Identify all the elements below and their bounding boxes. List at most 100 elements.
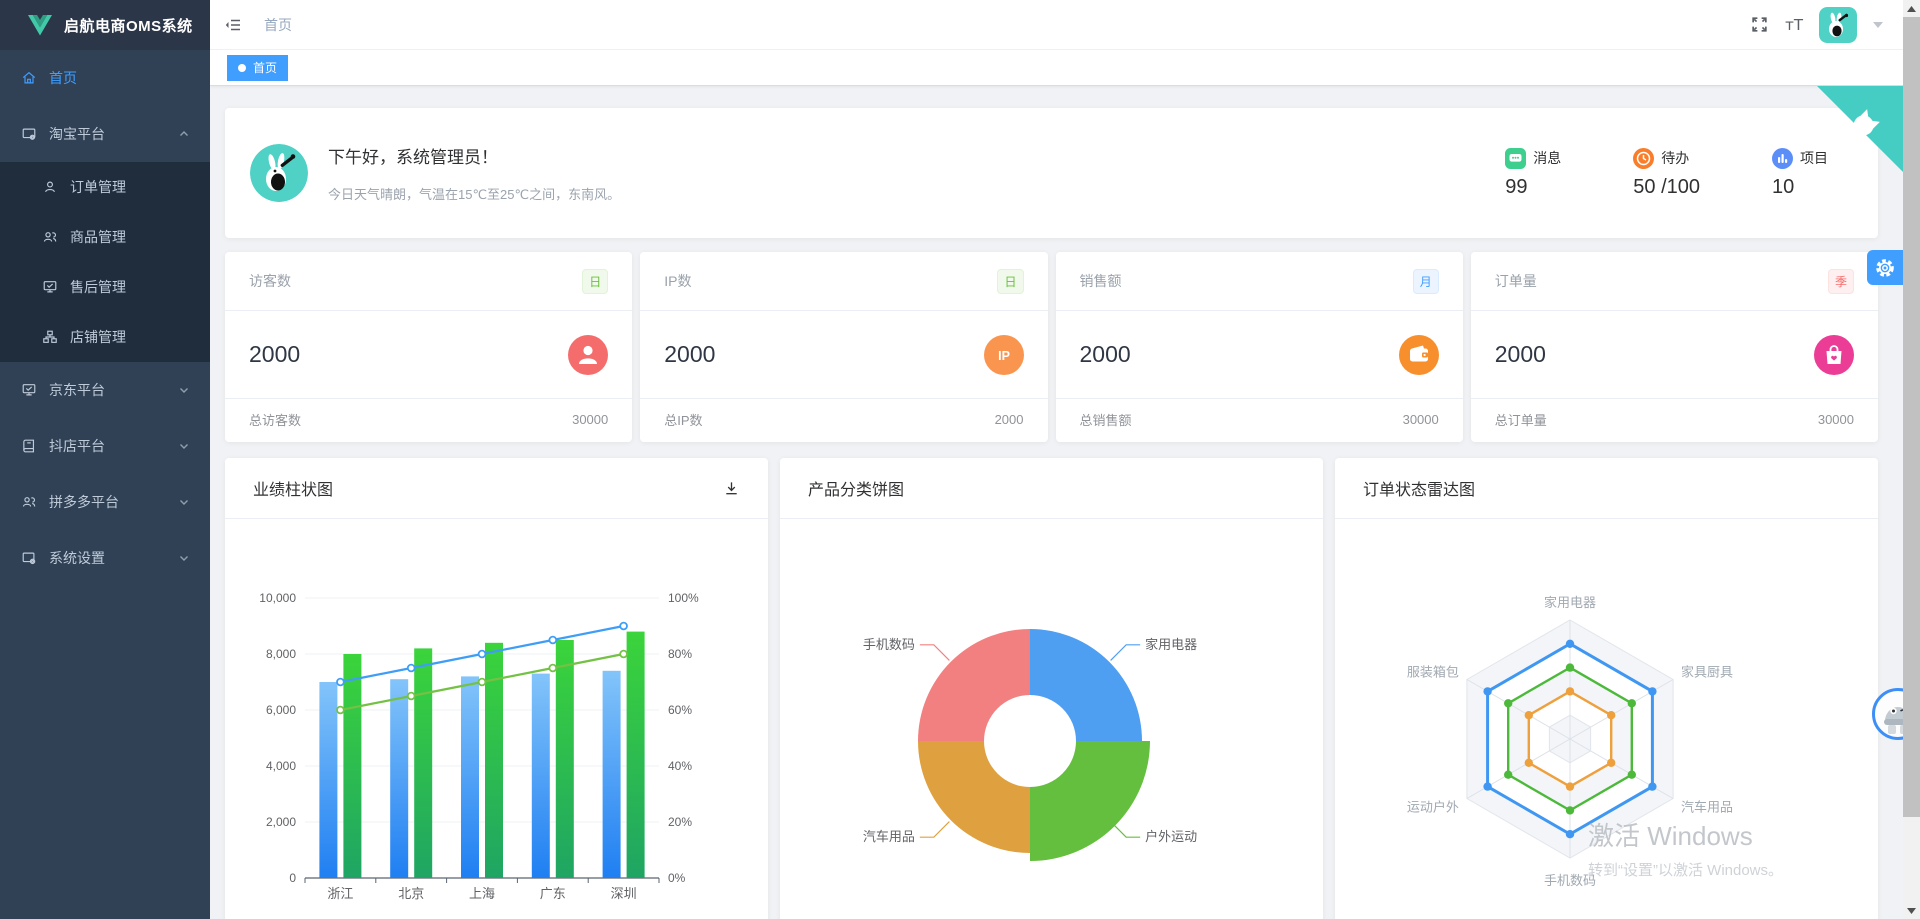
stat-value: 50 /100	[1633, 175, 1700, 198]
sidebar: 启航电商OMS系统 首页 淘宝平台 订单管理 商品管理 售后管理	[0, 0, 210, 919]
radar-chart[interactable]: 家用电器 家具厨具 汽车用品 手机数码 运动户外 服装箱包	[1335, 519, 1878, 919]
sidebar-collapse-button[interactable]	[210, 0, 256, 49]
stat-card-value: 2000	[249, 341, 301, 367]
scroll-down-arrow[interactable]	[1903, 902, 1920, 919]
app-logo-bar: 启航电商OMS系统	[0, 0, 210, 50]
gear-icon	[1876, 258, 1894, 277]
sidebar-item-jd[interactable]: 京东平台	[0, 362, 210, 418]
stat-card-footer-label: 总访客数	[249, 413, 302, 428]
stat-card-footer-value: 30000	[1402, 412, 1439, 427]
chart-cards-row: 业绩柱状图 0 0% 2,000 20% 4,000 40% 6,000 60% 8,000 80…	[225, 458, 1878, 919]
stat-messages: 消息 99	[1505, 147, 1562, 199]
stat-label: 消息	[1533, 150, 1562, 166]
pie-chart[interactable]: 家用电器 户外运动 汽车用品 手机数码	[780, 519, 1323, 919]
sidebar-item-label: 店铺管理	[70, 329, 126, 345]
stat-card-title: 访客数	[249, 273, 291, 289]
user-icon	[45, 181, 55, 193]
period-badge: 日	[582, 268, 609, 294]
platform-screen-icon	[22, 128, 36, 140]
sidebar-item-aftersale[interactable]: 售后管理	[0, 262, 210, 312]
wallet-icon	[1398, 334, 1439, 375]
font-size-icon[interactable]: тT	[1785, 15, 1803, 34]
sidebar-item-label: 淘宝平台	[49, 126, 105, 142]
clock-icon	[1633, 147, 1655, 169]
chevron-up-icon	[180, 131, 188, 136]
bar-chart-icon	[1772, 147, 1793, 169]
chart-title: 业绩柱状图	[253, 482, 334, 499]
settings-panel-button[interactable]	[1867, 250, 1903, 285]
message-icon	[1505, 147, 1527, 169]
stat-label: 待办	[1661, 150, 1690, 166]
app-title: 启航电商OMS系统	[64, 17, 193, 35]
stat-card-visitors: 访客数 日 2000 总访客数 30000	[225, 252, 633, 442]
breadcrumb[interactable]: 首页	[264, 16, 292, 33]
header-actions: тT	[1750, 6, 1903, 43]
stat-card-footer-label: 总订单量	[1494, 413, 1547, 428]
svg-text:深圳: 深圳	[611, 886, 637, 901]
tab-home[interactable]: 首页	[227, 54, 289, 81]
svg-text:0%: 0%	[668, 871, 686, 885]
vertical-scrollbar[interactable]	[1903, 0, 1920, 919]
stat-card-sales: 销售额 月 2000 总销售额 30000	[1055, 252, 1463, 442]
sidebar-item-shops[interactable]: 店铺管理	[0, 312, 210, 362]
org-boxes-icon	[43, 330, 57, 343]
chevron-down-icon	[180, 444, 188, 449]
book-icon	[23, 439, 35, 453]
sidebar-item-settings[interactable]: 系统设置	[0, 530, 210, 586]
stat-card-footer-value: 30000	[572, 412, 609, 427]
sidebar-item-home[interactable]: 首页	[0, 50, 210, 106]
stat-todo: 待办 50 /100	[1633, 147, 1700, 199]
sidebar-item-douyin[interactable]: 抖店平台	[0, 418, 210, 474]
sidebar-item-label: 系统设置	[49, 550, 105, 566]
shopping-bag-icon	[1814, 334, 1854, 375]
stat-card-title: IP数	[664, 273, 692, 289]
svg-text:8,000: 8,000	[266, 647, 296, 661]
sidebar-item-pdd[interactable]: 拼多多平台	[0, 474, 210, 530]
fullscreen-icon[interactable]	[1750, 15, 1769, 34]
chevron-down-icon	[180, 556, 188, 561]
svg-text:2,000: 2,000	[266, 815, 296, 829]
monitor-check-icon	[43, 281, 57, 293]
svg-text:家用电器: 家用电器	[1544, 595, 1596, 610]
welcome-stats: 消息 99 待办 50 /100 项目 10	[1505, 147, 1828, 199]
home-icon	[22, 71, 36, 84]
chart-title: 订单状态雷达图	[1363, 482, 1476, 499]
bar-chart[interactable]: 0 0% 2,000 20% 4,000 40% 6,000 60% 8,000 80% 10,00…	[225, 519, 768, 919]
period-badge: 月	[1412, 268, 1439, 294]
stat-card-footer-value: 30000	[1817, 412, 1854, 427]
sidebar-item-goods[interactable]: 商品管理	[0, 212, 210, 262]
chevron-down-icon	[180, 500, 188, 505]
svg-text:100%: 100%	[668, 591, 699, 605]
monitor-check-icon	[22, 384, 36, 396]
svg-text:10,000: 10,000	[259, 591, 296, 605]
vue-logo-icon	[28, 14, 52, 36]
sidebar-item-label: 京东平台	[49, 382, 105, 398]
sidebar-menu: 首页 淘宝平台 订单管理 商品管理 售后管理 店铺管理	[0, 50, 210, 586]
stat-card-footer-label: 总销售额	[1079, 413, 1132, 428]
period-badge: 日	[997, 268, 1024, 294]
svg-text:汽车用品: 汽车用品	[1681, 800, 1733, 815]
download-icon[interactable]	[723, 480, 740, 497]
stat-card-title: 订单量	[1494, 273, 1537, 289]
user-avatar[interactable]	[1819, 6, 1857, 43]
scroll-up-arrow[interactable]	[1903, 0, 1920, 17]
main-content: 下午好，系统管理员！ 今日天气晴朗，气温在15℃至25℃之间，东南风。 消息 9…	[210, 86, 1903, 919]
github-corner-ribbon[interactable]	[1817, 86, 1903, 172]
sidebar-item-orders[interactable]: 订单管理	[0, 162, 210, 212]
svg-text:60%: 60%	[668, 703, 692, 717]
scrollbar-thumb[interactable]	[1903, 17, 1920, 817]
stat-card-value: 2000	[1079, 341, 1131, 367]
stat-card-footer-value: 2000	[994, 412, 1024, 427]
svg-text:浙江: 浙江	[327, 886, 353, 901]
sidebar-item-taobao[interactable]: 淘宝平台	[0, 106, 210, 162]
svg-text:北京: 北京	[398, 886, 424, 901]
stat-cards-row: 访客数 日 2000 总访客数 30000 IP数 日 2000 IP 总IP数 200…	[225, 252, 1878, 442]
sidebar-item-label: 拼多多平台	[49, 494, 119, 510]
svg-text:0: 0	[289, 871, 296, 885]
avatar	[250, 144, 308, 202]
svg-text:4,000: 4,000	[266, 759, 296, 773]
svg-text:6,000: 6,000	[266, 703, 296, 717]
svg-text:80%: 80%	[668, 647, 692, 661]
sidebar-item-label: 订单管理	[70, 179, 126, 195]
avatar-dropdown-caret[interactable]	[1873, 21, 1883, 28]
